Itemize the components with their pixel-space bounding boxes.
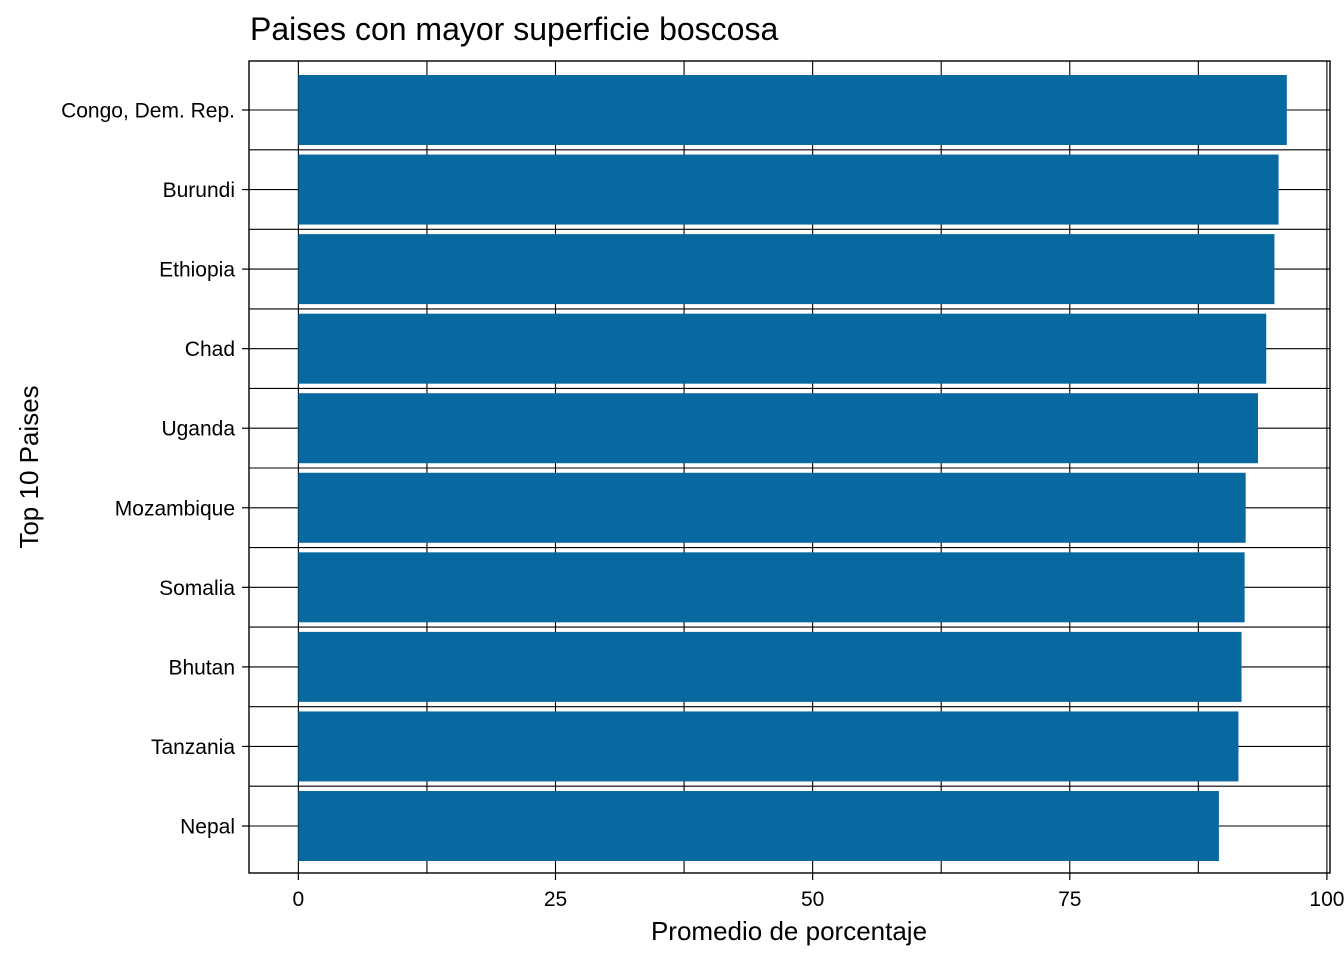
bar [298, 631, 1242, 702]
x-tick-label: 75 [1058, 888, 1081, 911]
y-tick-label: Somalia [159, 577, 235, 600]
y-tick-label: Chad [185, 338, 235, 361]
bars [298, 75, 1287, 861]
axes [242, 60, 1331, 880]
x-tick-label: 25 [544, 888, 567, 911]
bar [298, 711, 1239, 782]
chart-title: Paises con mayor superficie boscosa [250, 11, 778, 47]
x-tick-label: 50 [801, 888, 824, 911]
tick-labels: Congo, Dem. Rep. Burundi Ethiopia Chad Ugand… [61, 100, 1344, 912]
y-tick-label: Bhutan [168, 656, 235, 679]
y-axis-title: Top 10 Paises [14, 385, 44, 548]
bar [298, 154, 1279, 225]
bar [298, 75, 1287, 145]
y-tick-label: Nepal [180, 816, 235, 839]
y-tick-label: Uganda [161, 418, 235, 441]
bar [298, 393, 1259, 464]
x-axis-title: Promedio de porcentaje [651, 916, 927, 946]
x-tick-label: 0 [293, 888, 305, 911]
y-tick-label: Burundi [163, 179, 235, 202]
y-tick-label: Ethiopia [159, 259, 235, 282]
y-tick-label: Congo, Dem. Rep. [61, 100, 235, 123]
bar [298, 791, 1219, 861]
panel-border [248, 60, 1331, 874]
y-tick-label: Mozambique [115, 497, 235, 520]
y-tick-label: Tanzania [151, 736, 235, 759]
x-tick-label: 100 [1309, 888, 1344, 911]
bar [298, 552, 1245, 623]
bar [298, 234, 1275, 305]
bar [298, 313, 1267, 384]
bar [298, 472, 1246, 543]
